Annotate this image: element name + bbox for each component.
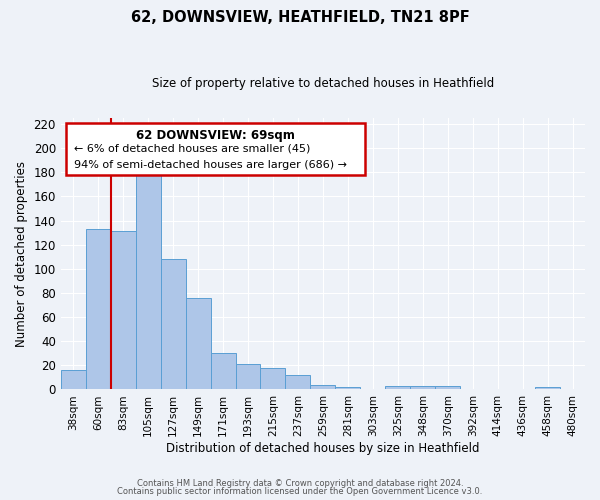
Y-axis label: Number of detached properties: Number of detached properties [15, 161, 28, 347]
Bar [435, 386, 460, 390]
Bar [310, 384, 335, 390]
Bar [61, 370, 86, 390]
Text: Contains public sector information licensed under the Open Government Licence v3: Contains public sector information licen… [118, 487, 482, 496]
Bar [286, 375, 310, 390]
X-axis label: Distribution of detached houses by size in Heathfield: Distribution of detached houses by size … [166, 442, 479, 455]
Text: 62 DOWNSVIEW: 69sqm: 62 DOWNSVIEW: 69sqm [136, 129, 295, 142]
Bar [185, 298, 211, 390]
Bar [86, 229, 111, 390]
Bar [161, 259, 185, 390]
Bar [236, 364, 260, 390]
Text: 94% of semi-detached houses are larger (686) →: 94% of semi-detached houses are larger (… [74, 160, 347, 170]
Title: Size of property relative to detached houses in Heathfield: Size of property relative to detached ho… [152, 78, 494, 90]
Text: 62, DOWNSVIEW, HEATHFIELD, TN21 8PF: 62, DOWNSVIEW, HEATHFIELD, TN21 8PF [131, 10, 469, 25]
Bar [111, 232, 136, 390]
FancyBboxPatch shape [66, 124, 365, 175]
Text: Contains HM Land Registry data © Crown copyright and database right 2024.: Contains HM Land Registry data © Crown c… [137, 478, 463, 488]
Bar [335, 387, 361, 390]
Bar [535, 387, 560, 390]
Bar [260, 368, 286, 390]
Text: ← 6% of detached houses are smaller (45): ← 6% of detached houses are smaller (45) [74, 144, 310, 154]
Bar [211, 354, 236, 390]
Bar [136, 168, 161, 390]
Bar [385, 386, 410, 390]
Bar [410, 386, 435, 390]
